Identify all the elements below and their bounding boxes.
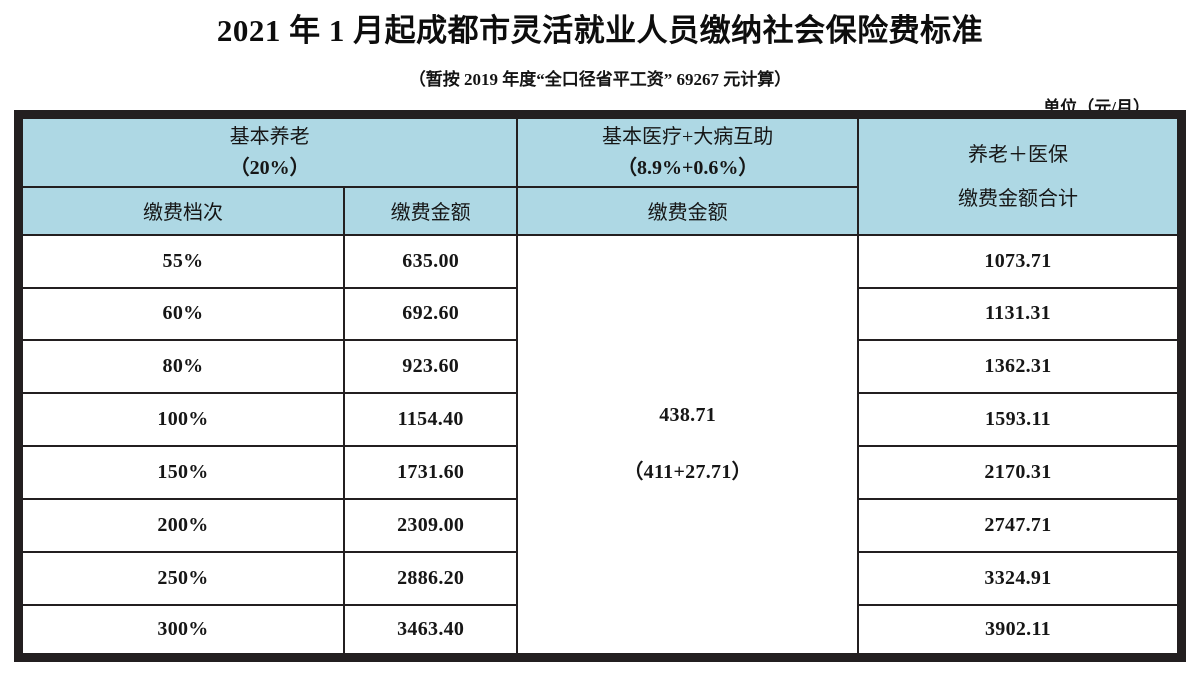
pension-amount-cell: 923.60 xyxy=(343,339,519,395)
tier-cell: 80% xyxy=(17,339,346,395)
tier-cell: 55% xyxy=(17,233,346,289)
tier-cell: 300% xyxy=(17,603,346,659)
pension-amount-cell: 3463.40 xyxy=(343,603,519,659)
pension-amount-cell: 692.60 xyxy=(343,286,519,342)
tier-cell: 100% xyxy=(17,392,346,448)
medical-amount-value: 438.71 xyxy=(659,404,717,427)
tier-cell: 250% xyxy=(17,550,346,606)
total-amount-cell: 1131.31 xyxy=(856,286,1183,342)
table-row: 80% 923.60 1362.31 xyxy=(17,339,1183,395)
subheader-medical-amount: 缴费金额 xyxy=(516,186,859,236)
header-pension-title: 基本养老 xyxy=(229,126,310,149)
total-amount-cell: 1593.11 xyxy=(856,392,1183,448)
header-pension-group: 基本养老 （20%） xyxy=(17,113,519,189)
total-amount-cell: 1073.71 xyxy=(856,233,1183,289)
pension-amount-cell: 2886.20 xyxy=(343,550,519,606)
table-row: 100% 1154.40 1593.11 xyxy=(17,392,1183,448)
sub-header-row: 缴费档次 缴费金额 缴费金额 xyxy=(17,186,1182,236)
medical-amount-merged-cell: 438.71 （411+27.71） xyxy=(516,233,859,659)
header-total-group: 养老＋医保 缴费金额合计 xyxy=(856,113,1183,236)
header-pension-rate: （20%） xyxy=(229,157,310,180)
total-amount-cell: 3324.91 xyxy=(856,550,1183,606)
pension-amount-cell: 2309.00 xyxy=(343,497,519,553)
table-row: 60% 692.60 1131.31 xyxy=(17,286,1183,342)
tier-cell: 150% xyxy=(17,445,346,500)
page-title: 2021 年 1 月起成都市灵活就业人员缴纳社会保险费标准 xyxy=(216,13,984,48)
header-total-subtitle: 缴费金额合计 xyxy=(957,188,1078,211)
header-total-title: 养老＋医保 xyxy=(967,144,1068,167)
header-medical-title: 基本医疗+大病互助 xyxy=(602,126,774,149)
table-row: 250% 2886.20 3324.91 xyxy=(17,550,1183,606)
insurance-standards-table: 基本养老 （20%） 基本医疗+大病互助 （8.9%+0.6%） 养老＋医保 缴… xyxy=(14,110,1186,662)
header-medical-rate: （8.9%+0.6%） xyxy=(616,157,759,180)
subheader-pension-amount: 缴费金额 xyxy=(343,186,519,236)
table-row: 300% 3463.40 3902.11 xyxy=(17,603,1183,659)
table-row: 150% 1731.60 2170.31 xyxy=(17,445,1183,500)
pension-amount-cell: 1154.40 xyxy=(343,392,519,448)
tier-cell: 200% xyxy=(17,497,346,553)
page-subtitle: （暂按 2019 年度“全口径省平工资” 69267 元计算） xyxy=(408,70,792,89)
pension-amount-cell: 635.00 xyxy=(343,233,519,289)
group-header-row: 基本养老 （20%） 基本医疗+大病互助 （8.9%+0.6%） 养老＋医保 缴… xyxy=(17,113,1183,236)
total-amount-cell: 1362.31 xyxy=(856,339,1183,395)
total-amount-cell: 2747.71 xyxy=(856,497,1183,553)
pension-amount-cell: 1731.60 xyxy=(343,445,519,500)
total-amount-cell: 3902.11 xyxy=(856,603,1183,659)
tier-cell: 60% xyxy=(17,286,346,342)
subheader-tier: 缴费档次 xyxy=(17,186,346,236)
table-row: 55% 635.00 438.71 （411+27.71） 1073.71 xyxy=(17,233,1183,659)
header-medical-group: 基本医疗+大病互助 （8.9%+0.6%） xyxy=(516,113,859,189)
table-row: 200% 2309.00 2747.71 xyxy=(17,497,1183,553)
medical-amount-breakdown: （411+27.71） xyxy=(623,461,752,484)
total-amount-cell: 2170.31 xyxy=(856,445,1183,500)
